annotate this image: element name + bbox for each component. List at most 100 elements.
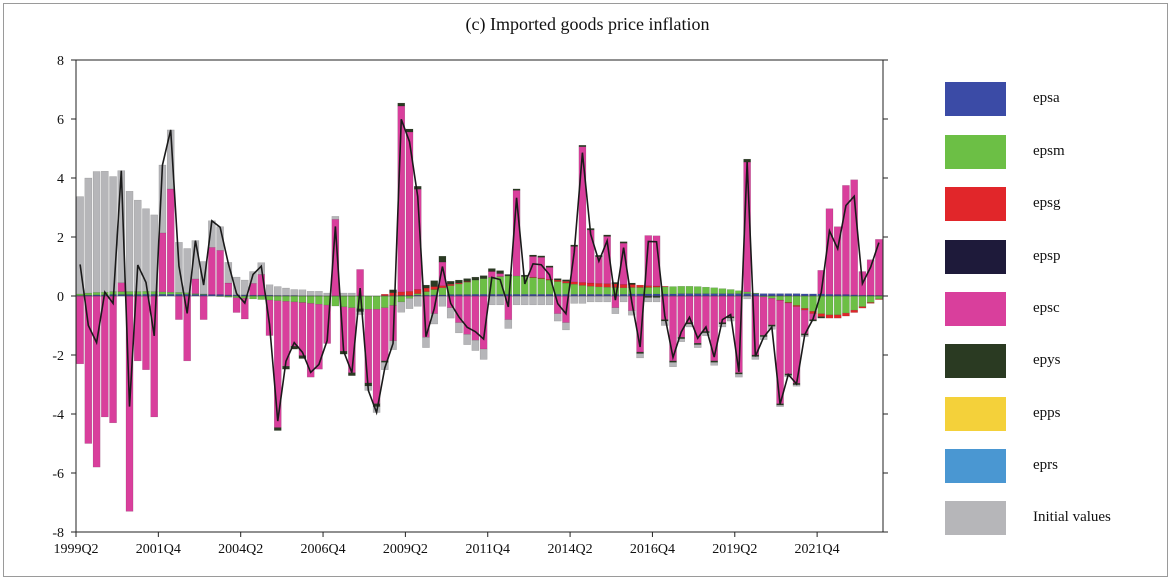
bar-epsg [603, 283, 611, 288]
bar-epsa [628, 293, 636, 297]
bar-epsc [710, 295, 718, 362]
legend-label: epys [1033, 352, 1061, 368]
bar-epsc [290, 301, 298, 347]
bar-epsc [866, 259, 875, 296]
bar-epys [611, 282, 620, 285]
bar-initial-values [529, 295, 537, 306]
bar-epsg [809, 311, 817, 314]
bar-epsm [257, 295, 266, 300]
bar-initial-values [125, 191, 134, 292]
bar-epsa [809, 293, 817, 297]
bar-epsm [372, 295, 381, 310]
bar-epys [471, 276, 480, 281]
bar-epsg [405, 291, 414, 296]
bar-epsm [801, 295, 809, 309]
bar-epsg [644, 285, 653, 288]
bar-initial-values [611, 307, 620, 314]
bar-initial-values [677, 338, 685, 342]
bar-epsa [801, 293, 809, 297]
bar-epys [710, 360, 718, 363]
bar-epsc [488, 271, 496, 278]
bar-epys [479, 275, 488, 279]
bar-epsa [685, 293, 694, 297]
bar-epsc [84, 295, 93, 444]
bar-initial-values [306, 291, 315, 296]
legend-swatch [945, 501, 1006, 535]
bar-epsa [743, 293, 751, 297]
bar-epsm [265, 295, 274, 301]
bar-epsm [595, 286, 603, 295]
bar-epsc [150, 295, 158, 418]
bar-epsg [430, 286, 438, 290]
y-tick-label: -8 [52, 526, 64, 541]
bar-initial-values [570, 295, 578, 304]
bar-stack-group [76, 102, 883, 512]
legend-swatch [945, 82, 1006, 116]
bar-epsg [595, 283, 603, 288]
bar-epsm [479, 278, 488, 295]
bar-epsa [693, 293, 702, 297]
bar-initial-values [735, 373, 743, 378]
bar-epsg [381, 294, 389, 296]
bar-epys [389, 289, 397, 293]
bar-epsc [92, 295, 101, 468]
bar-epsc [298, 302, 307, 356]
bar-epsg [875, 298, 883, 300]
bar-epsm [875, 295, 883, 300]
bar-epsm [125, 291, 134, 295]
bar-epys [446, 281, 455, 285]
bar-epsg [619, 284, 628, 288]
bar-epsa [710, 293, 718, 297]
bar-epsm [776, 295, 784, 301]
legend-swatch [945, 344, 1006, 378]
bar-epys [348, 372, 356, 376]
bar-epsc [183, 295, 191, 362]
bar-initial-values [512, 295, 521, 306]
bar-initial-values [463, 334, 471, 345]
legend-swatch [945, 240, 1006, 274]
bar-epsm [298, 295, 307, 303]
bar-epys [562, 279, 570, 282]
bar-epsc [232, 297, 241, 313]
bar-initial-values [661, 320, 669, 326]
bar-initial-values [644, 297, 653, 303]
x-tick-label: 2011Q4 [465, 542, 510, 557]
bar-epsm [414, 293, 422, 296]
bar-initial-values [710, 362, 718, 366]
bar-epsm [306, 295, 315, 304]
bar-initial-values [298, 289, 307, 296]
bar-epsc [109, 295, 117, 424]
x-tick-label: 2001Q4 [136, 542, 181, 557]
bar-epsm [792, 295, 801, 306]
bar-initial-values [496, 295, 504, 306]
bar-epsc [842, 185, 850, 295]
bar-epsg [545, 278, 554, 281]
legend-swatch [945, 187, 1006, 221]
bar-epys [438, 255, 447, 263]
bar-epsm [471, 279, 480, 295]
bar-initial-values [545, 295, 554, 306]
bar-initial-values [586, 295, 595, 303]
bar-epsg [438, 285, 447, 288]
bar-epsm [784, 295, 793, 303]
bar-epsc [875, 239, 883, 296]
bar-epsm [850, 295, 858, 311]
bar-epsa [718, 293, 727, 297]
bar-epsm [282, 295, 290, 302]
bar-epys [553, 278, 562, 281]
bar-epsm [768, 295, 776, 299]
chart-title: (c) Imported goods price inflation [465, 14, 710, 34]
bar-initial-values [751, 356, 760, 360]
bar-initial-values [438, 295, 447, 307]
bar-epsm [364, 295, 373, 310]
bar-epsc [76, 295, 84, 365]
bar-epsg [842, 312, 850, 317]
x-tick-label: 2019Q2 [712, 542, 757, 557]
bar-epsm [290, 295, 298, 303]
bar-initial-values [405, 298, 414, 309]
bar-epsc [833, 226, 842, 295]
x-tick-label: 2009Q2 [383, 542, 428, 557]
bar-initial-values [265, 284, 274, 296]
legend-swatch [945, 135, 1006, 169]
legend-label: Initial values [1033, 509, 1111, 525]
